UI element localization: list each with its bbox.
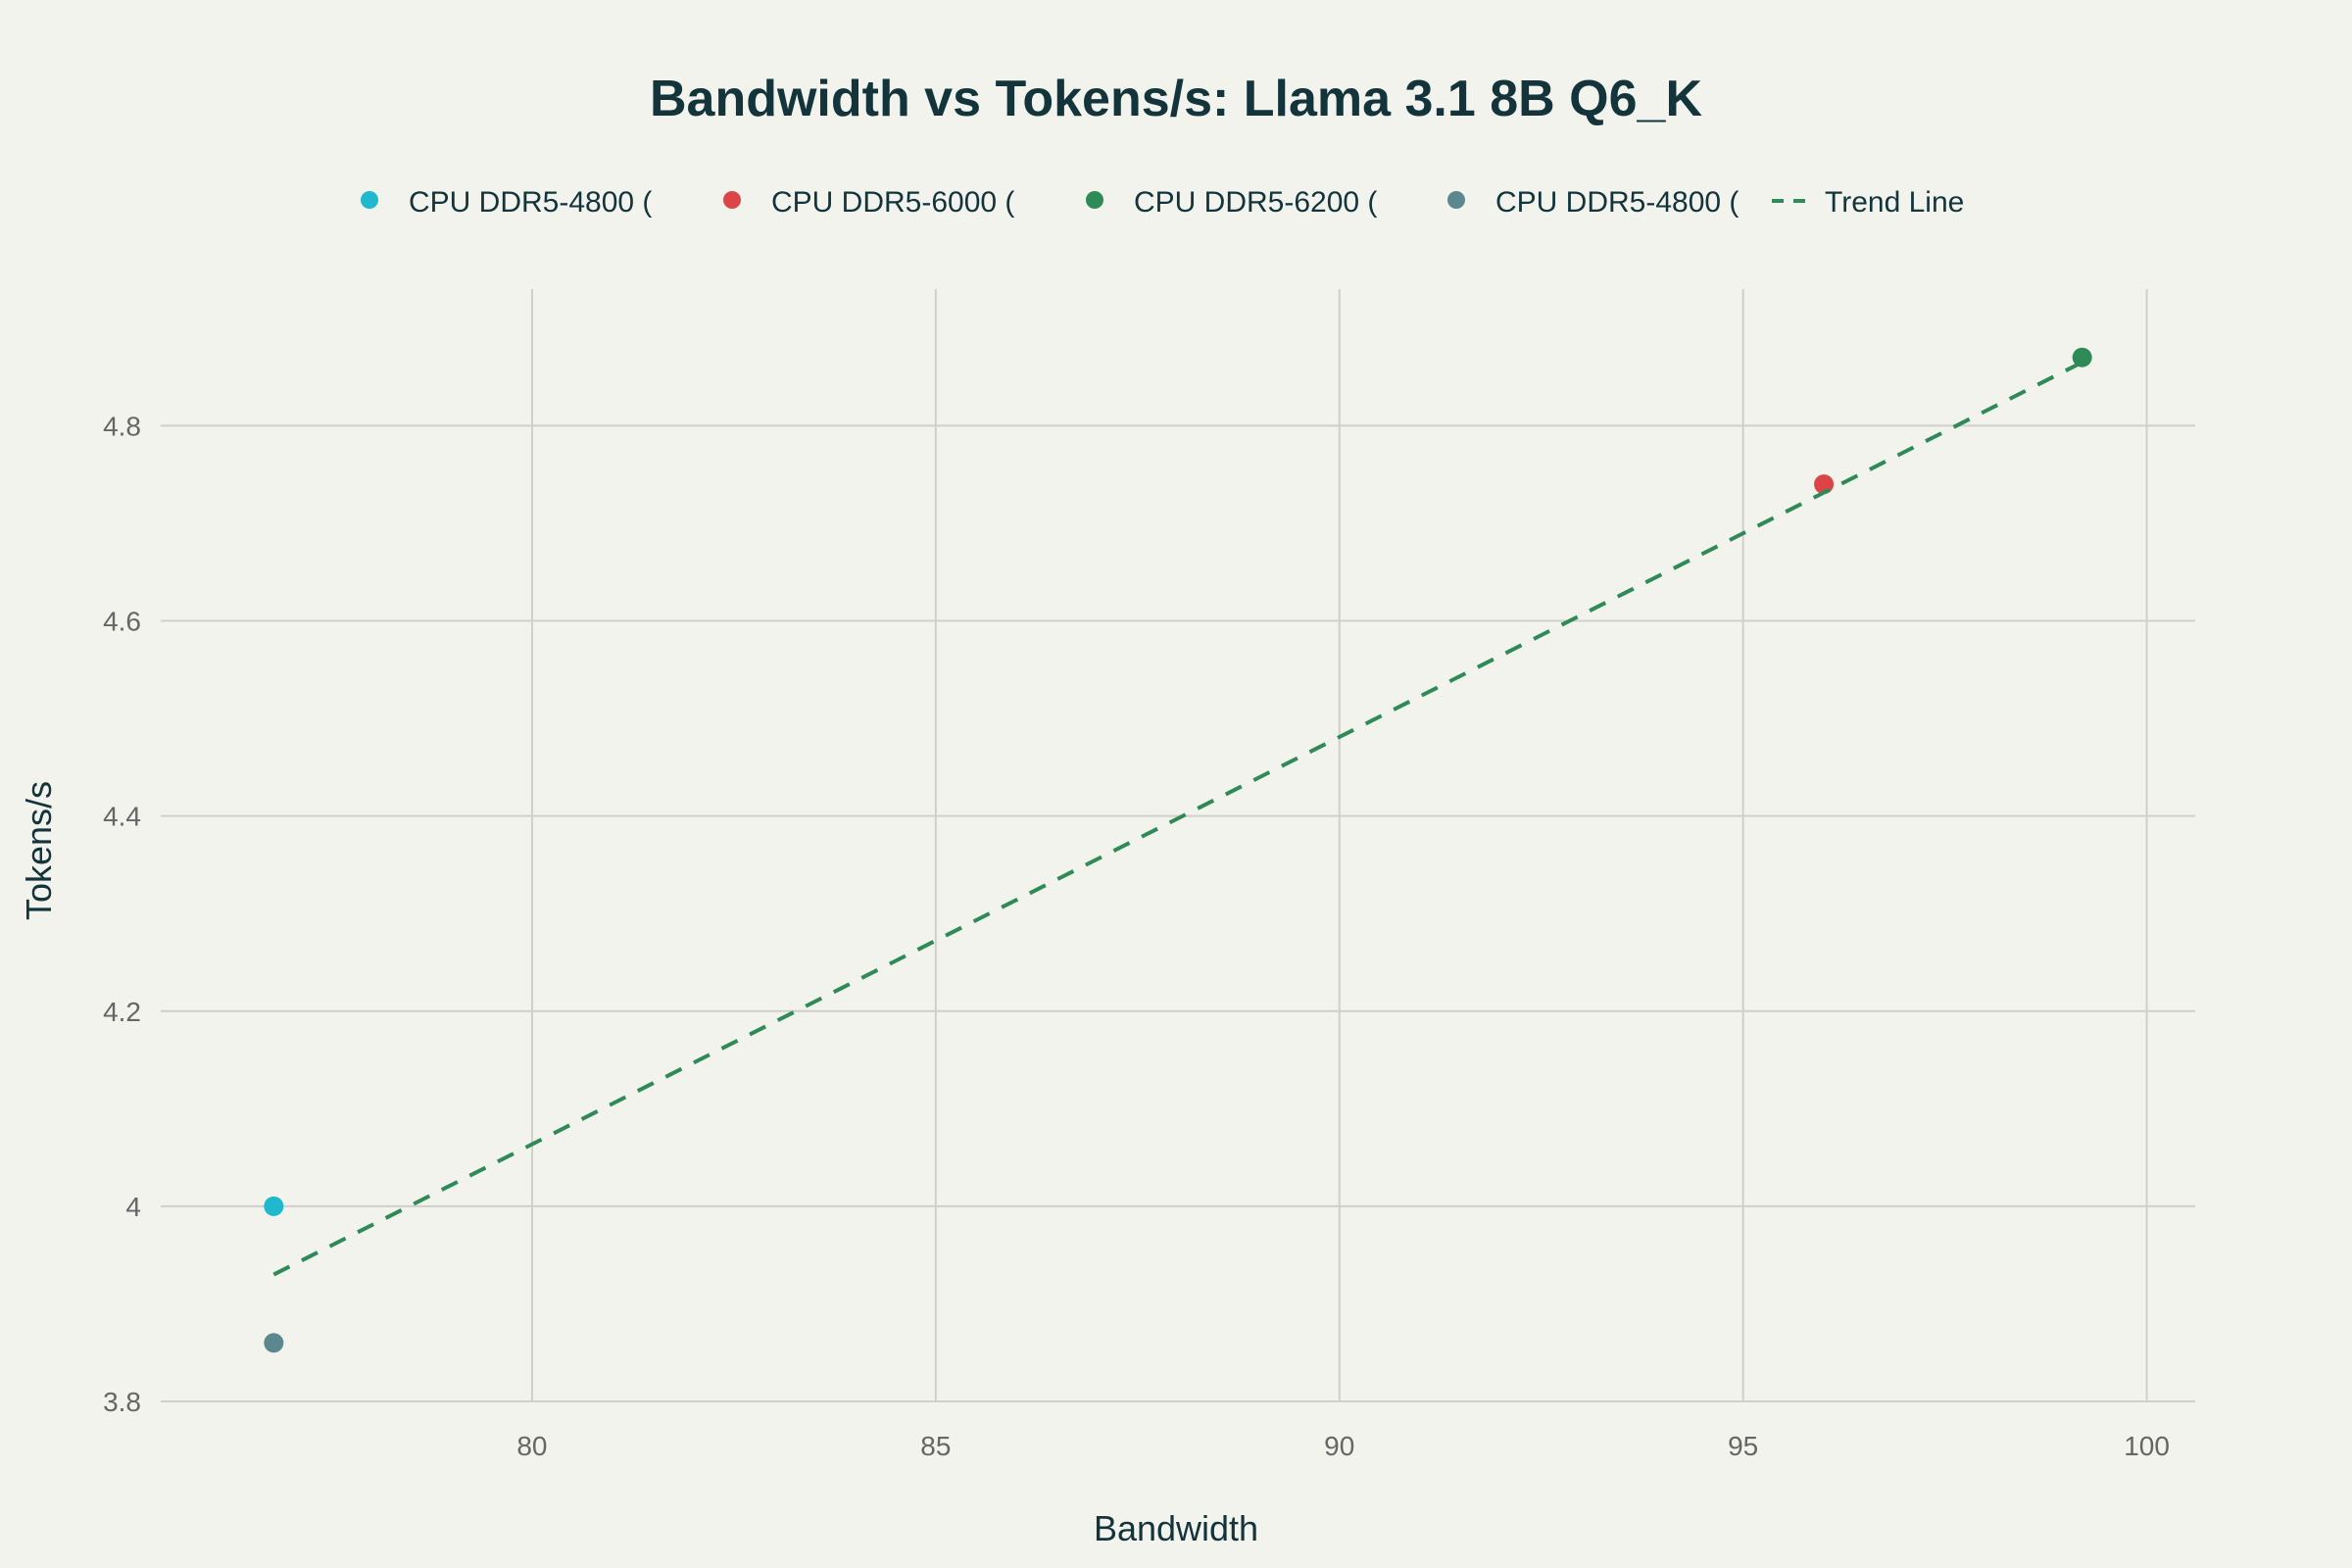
data-point bbox=[2072, 347, 2092, 368]
data-marks bbox=[264, 347, 2092, 1353]
legend-item[interactable]: CPU DDR5-6000 ( bbox=[723, 186, 1014, 219]
y-tick-label: 4 bbox=[125, 1192, 141, 1222]
legend-item[interactable]: Trend Line bbox=[1772, 186, 1964, 219]
tick-labels: 80 85 90 95 100 3.8 4 4.2 4.4 4.6 4.8 bbox=[103, 411, 2170, 1461]
legend-dot-icon bbox=[361, 191, 378, 209]
y-tick-label: 3.8 bbox=[103, 1387, 141, 1417]
y-tick-label: 4.2 bbox=[103, 997, 141, 1027]
y-tick-label: 4.6 bbox=[103, 607, 141, 637]
legend-label: CPU DDR5-4800 ( bbox=[1495, 186, 1739, 219]
y-axis-label: Tokens/s bbox=[19, 781, 59, 920]
legend-label: Trend Line bbox=[1825, 186, 1964, 219]
chart-title: Bandwidth vs Tokens/s: Llama 3.1 8B Q6_K bbox=[650, 71, 1702, 127]
legend-item[interactable]: CPU DDR5-4800 ( bbox=[1447, 186, 1739, 219]
gridlines bbox=[161, 289, 2195, 1402]
legend-label: CPU DDR5-4800 ( bbox=[409, 186, 652, 219]
x-tick-label: 95 bbox=[1728, 1431, 1758, 1461]
legend-label: CPU DDR5-6200 ( bbox=[1134, 186, 1377, 219]
data-point bbox=[264, 1196, 284, 1216]
x-axis-label: Bandwidth bbox=[1094, 1508, 1258, 1548]
x-tick-label: 90 bbox=[1324, 1431, 1354, 1461]
y-tick-label: 4.4 bbox=[103, 802, 141, 832]
legend-dot-icon bbox=[1086, 191, 1103, 209]
x-tick-label: 80 bbox=[516, 1431, 547, 1461]
legend-dot-icon bbox=[723, 191, 741, 209]
trend-line bbox=[272, 360, 2083, 1277]
data-point bbox=[264, 1333, 284, 1353]
x-tick-label: 85 bbox=[920, 1431, 951, 1461]
legend-dot-icon bbox=[1447, 191, 1465, 209]
legend[interactable]: CPU DDR5-4800 ( CPU DDR5-6000 ( CPU DDR5-6… bbox=[361, 186, 1964, 219]
legend-label: CPU DDR5-6000 ( bbox=[771, 186, 1014, 219]
y-tick-label: 4.8 bbox=[103, 411, 141, 441]
legend-item[interactable]: CPU DDR5-4800 ( bbox=[361, 186, 652, 219]
legend-item[interactable]: CPU DDR5-6200 ( bbox=[1086, 186, 1377, 219]
x-tick-label: 100 bbox=[2124, 1431, 2170, 1461]
